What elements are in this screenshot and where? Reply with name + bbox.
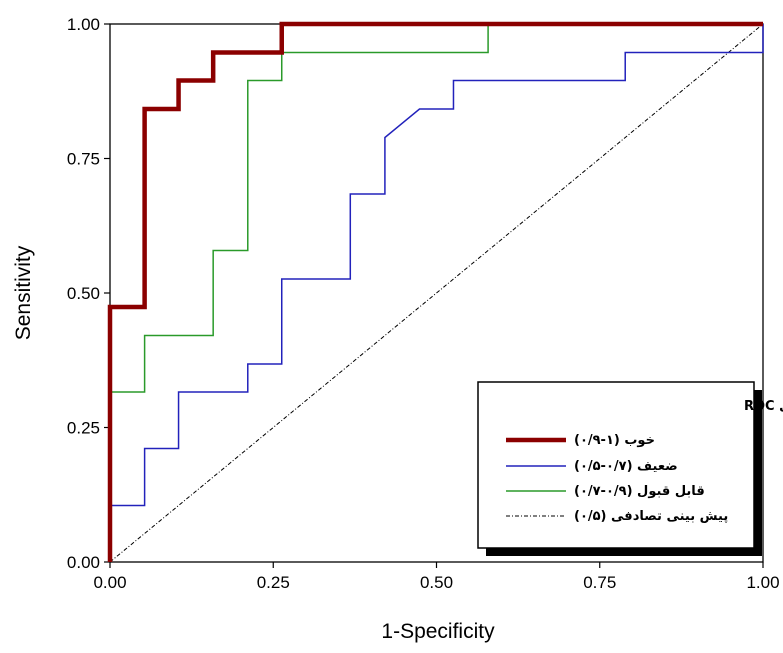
roc-line-good	[107, 21, 763, 562]
y-tick-label: 0.00	[67, 553, 100, 572]
legend-title: طبقه بندی سطح زیر منحنی ROC	[744, 399, 783, 414]
x-tick-label: 1.00	[746, 573, 779, 592]
legend-entry-label: (۰/۵-۰/۷) ضعیف	[574, 459, 678, 474]
legend-entry-label: (۰/۷-۰/۹) قابل قبول	[574, 484, 705, 499]
x-tick-label: 0.00	[93, 573, 126, 592]
y-axis-title: Sensitivity	[12, 245, 35, 340]
y-tick-label: 1.00	[67, 15, 100, 34]
legend-entry-label: (۰/۵) پیش بینی تصادفی	[574, 509, 728, 524]
x-tick-label: 0.25	[257, 573, 290, 592]
random-guess-line	[109, 23, 764, 563]
x-tick-label: 0.75	[583, 573, 616, 592]
legend-entry-label: (۰/۹-۱) خوب	[574, 433, 655, 448]
y-tick-label: 0.75	[67, 150, 100, 169]
x-tick-label: 0.50	[420, 573, 453, 592]
roc-line-weak	[109, 24, 764, 562]
roc-line-acceptable	[109, 23, 763, 562]
x-axis-title: 1-Specificity	[381, 620, 495, 643]
legend-box	[477, 381, 755, 549]
y-tick-label: 0.50	[67, 284, 100, 303]
y-tick-label: 0.25	[67, 419, 100, 438]
